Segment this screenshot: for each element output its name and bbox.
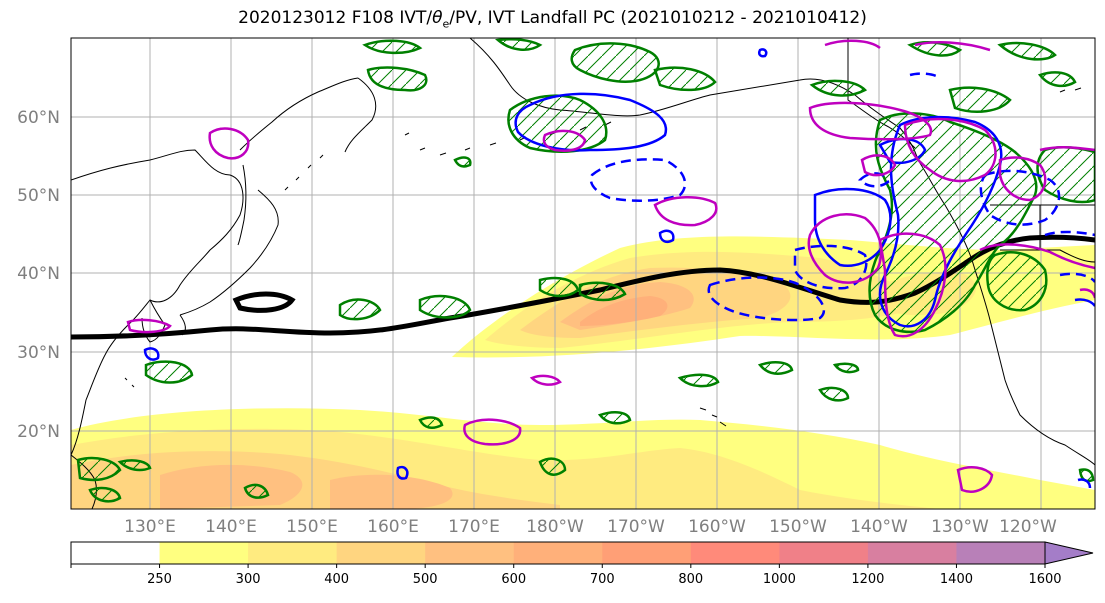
magenta-contours xyxy=(126,39,1095,493)
lon-label: 120°W xyxy=(999,517,1057,537)
colorbar-segment xyxy=(425,542,515,564)
colorbar-tick-label: 1400 xyxy=(940,572,973,587)
map-frame xyxy=(70,37,1096,510)
latitude-labels: 60°N 50°N 40°N 30°N 20°N xyxy=(17,108,60,442)
colorbar: 250 300 400 500 600 700 800 1000 1200 1400 1600 xyxy=(70,541,1094,587)
lat-label: 20°N xyxy=(17,422,60,442)
lat-label: 30°N xyxy=(17,343,60,363)
lon-label: 130°W xyxy=(931,517,989,537)
lon-label: 160°W xyxy=(688,517,746,537)
green-contours xyxy=(76,38,1095,503)
lon-label: 180°W xyxy=(526,517,584,537)
colorbar-tick-label: 250 xyxy=(147,572,172,587)
colorbar-tick-label: 600 xyxy=(501,572,526,587)
colorbar-tick-label: 700 xyxy=(590,572,615,587)
colorbar-tick-label: 1000 xyxy=(763,572,796,587)
lon-label: 130°E xyxy=(124,517,176,537)
colorbar-frame xyxy=(70,541,1046,565)
lon-label: 150°E xyxy=(286,517,338,537)
lat-label: 50°N xyxy=(17,186,60,206)
lon-label: 150°W xyxy=(769,517,827,537)
lon-label: 160°E xyxy=(367,517,419,537)
colorbar-segment xyxy=(779,542,869,564)
lat-label: 40°N xyxy=(17,264,60,284)
colorbar-segment xyxy=(513,542,603,564)
colorbar-segment xyxy=(690,542,780,564)
ivt-shading-south xyxy=(71,408,1095,509)
colorbar-tick-label: 500 xyxy=(413,572,438,587)
coastlines xyxy=(71,38,1095,509)
map-title: 2020123012 F108 IVT/θe/PV, IVT Landfall … xyxy=(238,8,867,31)
lon-label: 170°E xyxy=(448,517,500,537)
colorbar-tick-label: 300 xyxy=(236,572,261,587)
lon-label: 140°E xyxy=(205,517,257,537)
colorbar-segment xyxy=(956,542,1046,564)
colorbar-extend-arrow xyxy=(1044,541,1094,565)
colorbar-segment xyxy=(248,542,338,564)
colorbar-segment xyxy=(336,542,426,564)
colorbar-segment xyxy=(159,542,249,564)
lat-label: 60°N xyxy=(17,108,60,128)
lon-label: 140°W xyxy=(850,517,908,537)
longitude-labels: 130°E 140°E 150°E 160°E 170°E 180°W 170°… xyxy=(124,517,1057,537)
colorbar-tick-label: 800 xyxy=(678,572,703,587)
colorbar-segment xyxy=(602,542,692,564)
colorbar-segment xyxy=(867,542,957,564)
colorbar-tick-label: 400 xyxy=(324,572,349,587)
lon-label: 170°W xyxy=(607,517,665,537)
blue-contours xyxy=(143,48,1095,489)
colorbar-tick-label: 1600 xyxy=(1028,572,1061,587)
colorbar-segment xyxy=(71,542,161,564)
colorbar-tick-label: 1200 xyxy=(851,572,884,587)
